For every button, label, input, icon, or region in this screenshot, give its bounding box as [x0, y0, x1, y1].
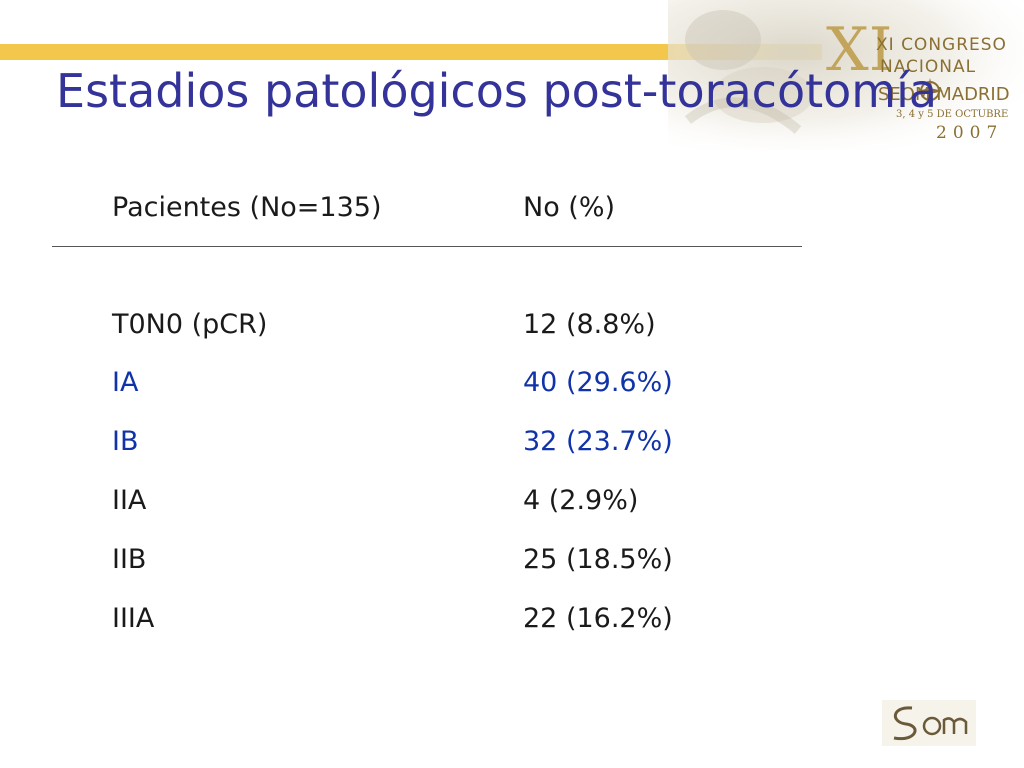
- title-accent-bar: [0, 44, 822, 60]
- congress-logo: XI XI CONGRESO NACIONAL SEOM MADRID 3, 4…: [668, 0, 1024, 150]
- table-row-value: 40 (29.6%): [523, 367, 673, 398]
- table-row-value: 12 (8.8%): [523, 309, 656, 340]
- congress-logo-xi: XI: [826, 15, 892, 85]
- congress-line1: XI CONGRESO: [876, 35, 1007, 55]
- congress-line2: NACIONAL: [880, 57, 976, 77]
- table-row-label: IIIA: [112, 603, 155, 634]
- congress-dates: 3, 4 y 5 DE OCTUBRE: [896, 109, 1008, 120]
- table-header-count: No (%): [523, 192, 616, 223]
- table-row-label: IB: [112, 426, 139, 457]
- table-row-label: IIB: [112, 544, 147, 575]
- table-row-label: IA: [112, 367, 139, 398]
- table-row-label: IIA: [112, 485, 147, 516]
- slide-title: Estadios patológicos post-toracótomía: [56, 64, 938, 118]
- congress-line3: SEOM MADRID: [878, 84, 1010, 105]
- compass-icon: [917, 78, 943, 104]
- table-row-value: 25 (18.5%): [523, 544, 673, 575]
- seom-logo: [882, 700, 976, 746]
- table-row-label: T0N0 (pCR): [112, 309, 268, 340]
- table-header-patients: Pacientes (No=135): [112, 192, 382, 223]
- congress-year: 2007: [936, 123, 1003, 143]
- table-row-value: 4 (2.9%): [523, 485, 639, 516]
- table-row-value: 22 (16.2%): [523, 603, 673, 634]
- header-divider: [52, 246, 802, 247]
- table-row-value: 32 (23.7%): [523, 426, 673, 457]
